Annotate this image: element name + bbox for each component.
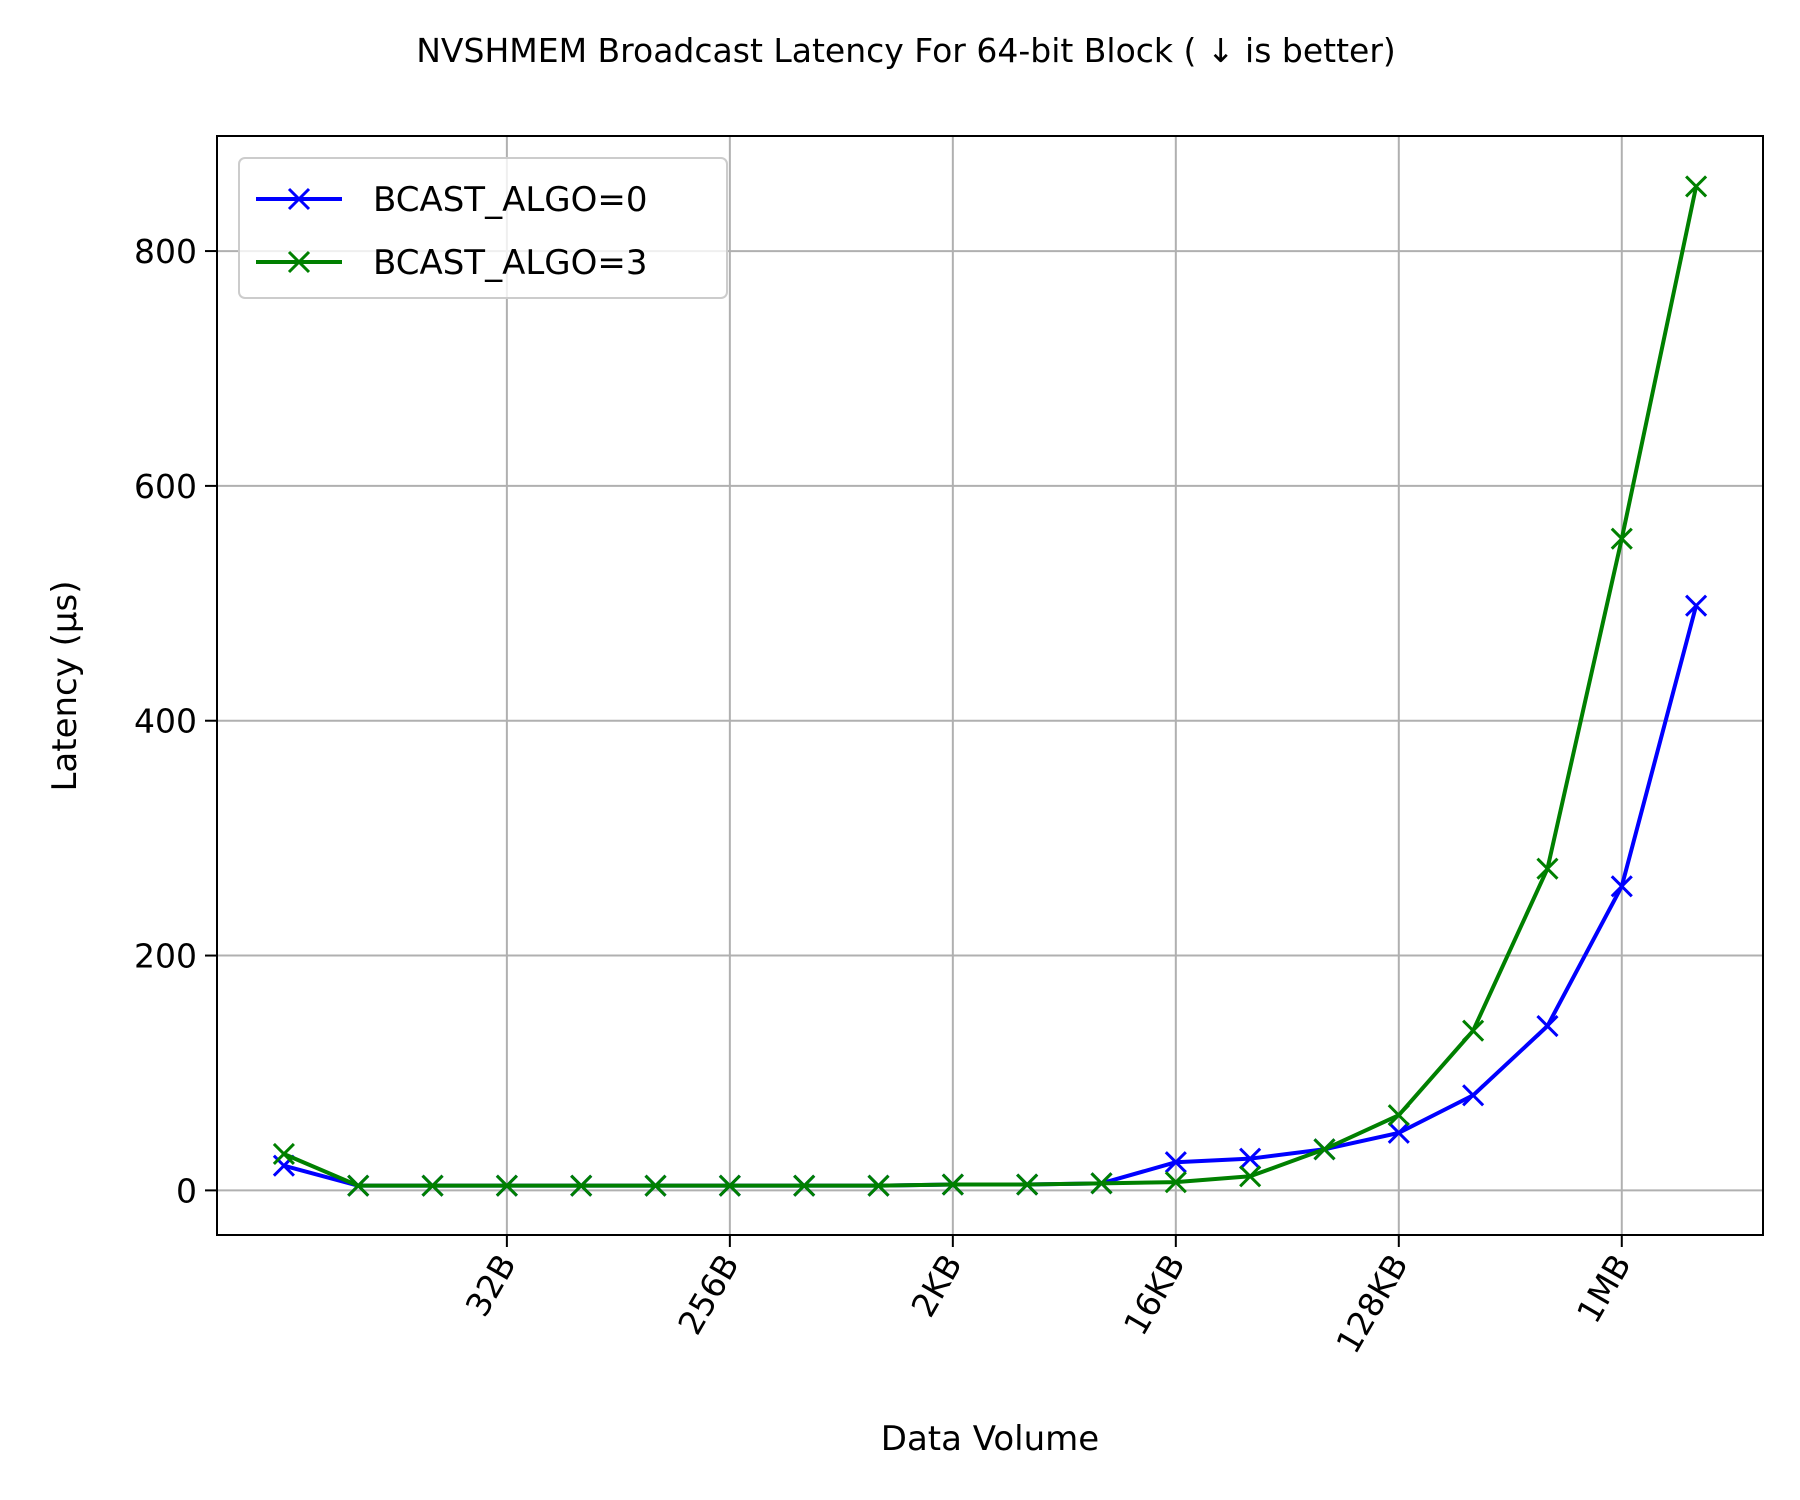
legend-label: BCAST_ALGO=3 bbox=[373, 243, 648, 283]
x-tick-label: 16KB bbox=[1116, 1248, 1193, 1342]
data-point-marker bbox=[1387, 1104, 1410, 1127]
data-point-marker bbox=[1610, 875, 1633, 898]
data-point-marker bbox=[1610, 527, 1633, 550]
y-tick-label: 800 bbox=[134, 232, 197, 271]
legend-entry: BCAST_ALGO=0 bbox=[256, 180, 648, 220]
data-point-marker bbox=[570, 1174, 593, 1197]
x-axis-label: Data Volume bbox=[881, 1419, 1099, 1459]
data-point-marker bbox=[1462, 1019, 1485, 1042]
x-tick-label: 1MB bbox=[1569, 1248, 1639, 1330]
data-point-marker bbox=[1239, 1165, 1262, 1188]
y-tick-label: 0 bbox=[176, 1171, 197, 1210]
series-line bbox=[283, 186, 1699, 1188]
grid bbox=[217, 136, 1763, 1235]
legend-box bbox=[238, 157, 728, 299]
data-point-marker bbox=[421, 1174, 444, 1197]
axes-frame bbox=[216, 135, 1764, 1236]
y-axis: 0 200 400 600 800 bbox=[134, 232, 217, 1210]
legend-entry: BCAST_ALGO=3 bbox=[256, 243, 648, 283]
x-tick-label: 32B bbox=[458, 1248, 524, 1323]
data-point-marker bbox=[1685, 175, 1708, 198]
legend-label: BCAST_ALGO=0 bbox=[373, 180, 648, 220]
data-point-marker bbox=[347, 1174, 370, 1197]
series-1 bbox=[272, 175, 1708, 1197]
data-point-marker bbox=[941, 1173, 964, 1196]
x-tick-label: 256B bbox=[670, 1248, 747, 1342]
y-tick-label: 400 bbox=[134, 702, 197, 741]
legend-marker bbox=[287, 187, 311, 211]
x-tick-label: 128KB bbox=[1328, 1248, 1415, 1360]
series-line bbox=[283, 605, 1699, 1188]
x-tick-label: 2KB bbox=[903, 1248, 969, 1324]
data-point-marker bbox=[644, 1174, 667, 1197]
data-point-marker bbox=[272, 1142, 295, 1166]
y-tick-label: 600 bbox=[134, 467, 197, 506]
data-point-marker bbox=[1387, 1121, 1410, 1144]
y-tick-label: 200 bbox=[134, 937, 197, 976]
data-point-marker bbox=[1016, 1173, 1039, 1196]
data-point-marker bbox=[1536, 857, 1559, 880]
data-point-marker bbox=[1164, 1151, 1187, 1174]
data-point-marker bbox=[1462, 1084, 1485, 1107]
y-axis-label: Latency (μs) bbox=[45, 580, 85, 791]
data-point-marker bbox=[1685, 594, 1708, 617]
data-point-marker bbox=[1313, 1138, 1336, 1161]
data-point-marker bbox=[1164, 1171, 1187, 1194]
series-group bbox=[272, 175, 1708, 1197]
series-0 bbox=[272, 594, 1708, 1197]
data-point-marker bbox=[1239, 1147, 1262, 1170]
data-point-marker bbox=[1090, 1172, 1113, 1195]
data-point-marker bbox=[867, 1174, 890, 1197]
data-point-marker bbox=[718, 1174, 741, 1197]
data-point-marker bbox=[1536, 1014, 1559, 1038]
legend-marker bbox=[287, 250, 311, 274]
x-axis: 32B 256B 2KB 16KB 128KB 1MB bbox=[458, 1235, 1639, 1360]
legend: BCAST_ALGO=0 BCAST_ALGO=3 bbox=[238, 157, 728, 299]
data-point-marker bbox=[495, 1174, 518, 1197]
data-point-marker bbox=[793, 1174, 816, 1197]
chart-title: NVSHMEM Broadcast Latency For 64-bit Blo… bbox=[416, 31, 1396, 70]
